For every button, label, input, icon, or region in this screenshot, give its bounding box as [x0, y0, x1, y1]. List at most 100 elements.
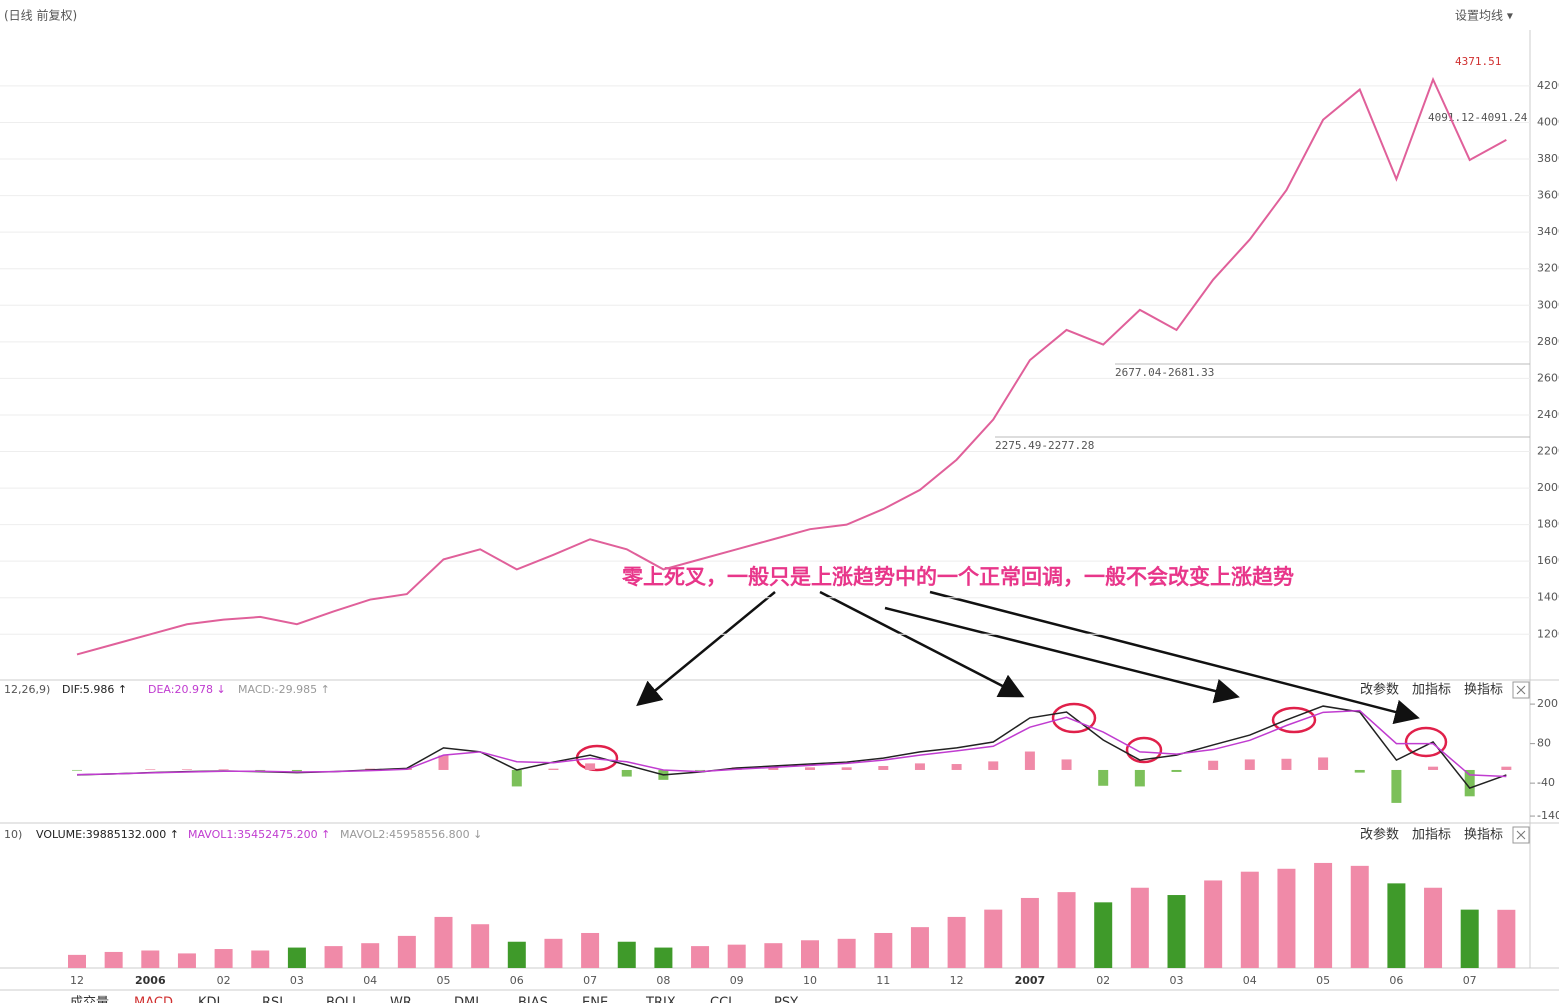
x-tick-label: 05	[437, 974, 451, 987]
volume-bar	[581, 932, 600, 968]
x-tick-label: 05	[1316, 974, 1330, 987]
macd-bar	[914, 763, 925, 770]
y-tick-label: 80	[1537, 737, 1551, 750]
macd-bar	[548, 768, 559, 770]
macd-bar	[805, 767, 815, 770]
macd-bar	[511, 769, 522, 787]
volume-bar	[837, 938, 856, 968]
macd-bar	[1244, 759, 1255, 770]
tab[interactable]: DMI	[454, 996, 479, 1003]
circle	[1404, 726, 1448, 758]
close-button[interactable]	[1512, 681, 1530, 699]
macd-bar	[72, 769, 82, 771]
macd-bar	[1061, 759, 1072, 770]
annotation: 2275.49-2277.28	[995, 439, 1094, 452]
tab[interactable]: TRIX	[645, 996, 676, 1003]
y-tick-label: 4200	[1537, 79, 1559, 92]
button[interactable]: 加指标	[1412, 828, 1451, 843]
arrow	[636, 591, 776, 707]
y-tick-label: 4000	[1537, 115, 1559, 128]
volume-bar	[1130, 887, 1149, 968]
legend: VOLUME:39885132.000 ↑	[36, 828, 179, 841]
annotation: 4371.51	[1455, 55, 1501, 68]
tab[interactable]: 成交量	[70, 995, 109, 1003]
button[interactable]: 加指标	[1412, 683, 1451, 698]
tab[interactable]: BIAS	[518, 996, 548, 1003]
tab[interactable]: BOLL	[326, 996, 360, 1003]
macd-bar	[218, 769, 229, 770]
arrow	[884, 606, 1240, 704]
volume-bar	[1094, 902, 1113, 968]
volume-bar	[177, 953, 196, 968]
macd-bar	[145, 769, 156, 770]
button[interactable]: 改参数	[1360, 827, 1399, 843]
volume-bar	[1497, 909, 1516, 968]
x-tick-label: 04	[363, 974, 377, 987]
x-tick-label: 11	[876, 974, 890, 987]
y-tick-label: 2000	[1537, 481, 1559, 494]
volume-bar	[1167, 895, 1186, 968]
y-tick-label: 2600	[1537, 371, 1559, 384]
x-tick-label: 02	[217, 974, 231, 987]
volume-bar	[801, 940, 819, 968]
volume-bar	[947, 916, 966, 968]
x-tick-label: 06	[510, 974, 524, 987]
y-tick-label: 3400	[1537, 225, 1559, 238]
volume-bar	[1350, 865, 1369, 968]
arrows	[636, 590, 1420, 725]
volume-bar	[1460, 909, 1479, 968]
button[interactable]: 改参数	[1360, 682, 1399, 698]
volume-bar	[727, 944, 746, 968]
macd-bar	[1391, 769, 1402, 803]
tab[interactable]: PSY	[774, 996, 798, 1003]
tab[interactable]: MACD	[134, 996, 173, 1003]
macd-bar	[181, 769, 192, 770]
volume-bar	[1277, 868, 1296, 968]
tab[interactable]: CCI	[710, 996, 732, 1003]
macd-bar	[988, 761, 999, 770]
button[interactable]: 换指标	[1464, 828, 1503, 843]
macd-bar	[1024, 751, 1035, 770]
volume-bar	[1387, 883, 1406, 968]
y-tick-label: 200	[1537, 697, 1558, 710]
y-tick-label: -40	[1537, 776, 1555, 789]
close-icon	[1516, 830, 1526, 840]
x-tick-label: 08	[656, 974, 670, 987]
volume-bar	[471, 924, 490, 968]
volume-bar	[654, 947, 673, 968]
macd-bar	[1318, 757, 1329, 770]
tab[interactable]: WR	[390, 996, 412, 1003]
circle	[1271, 706, 1317, 734]
x-tick-label: 2006	[135, 974, 166, 987]
volume-bar	[544, 938, 563, 968]
legend: MAVOL2:45958556.800 ↓	[340, 828, 482, 841]
y-tick-label: 3000	[1537, 298, 1559, 311]
volume-params: 10)	[4, 828, 22, 841]
macd-bar	[1281, 758, 1292, 770]
legend: MAVOL1:35452475.200 ↑	[188, 828, 330, 841]
macd-bar	[878, 766, 889, 770]
y-tick-label: -140	[1537, 809, 1559, 822]
macd-bar	[291, 769, 302, 772]
tab[interactable]: ENE	[582, 996, 608, 1003]
volume-bar	[1204, 880, 1223, 968]
macd-bar	[1428, 766, 1439, 770]
tab[interactable]: KDJ	[198, 996, 220, 1003]
tab[interactable]: RSI	[262, 996, 283, 1003]
volume-bar	[764, 943, 783, 968]
y-tick-label: 1400	[1537, 591, 1559, 604]
volume-bar	[691, 946, 710, 968]
y-tick-label: 1800	[1537, 518, 1559, 531]
y-tick-label: 2400	[1537, 408, 1559, 421]
ma-setting[interactable]: 设置均线 ▾	[1455, 9, 1513, 23]
macd-bar	[1208, 760, 1219, 770]
close-icon	[1516, 685, 1526, 695]
volume-bar	[324, 946, 343, 968]
close-button[interactable]	[1512, 826, 1530, 844]
price-line	[76, 76, 1507, 656]
button[interactable]: 换指标	[1464, 683, 1503, 698]
volume-bar	[1314, 862, 1333, 968]
volume-bar	[397, 935, 416, 968]
